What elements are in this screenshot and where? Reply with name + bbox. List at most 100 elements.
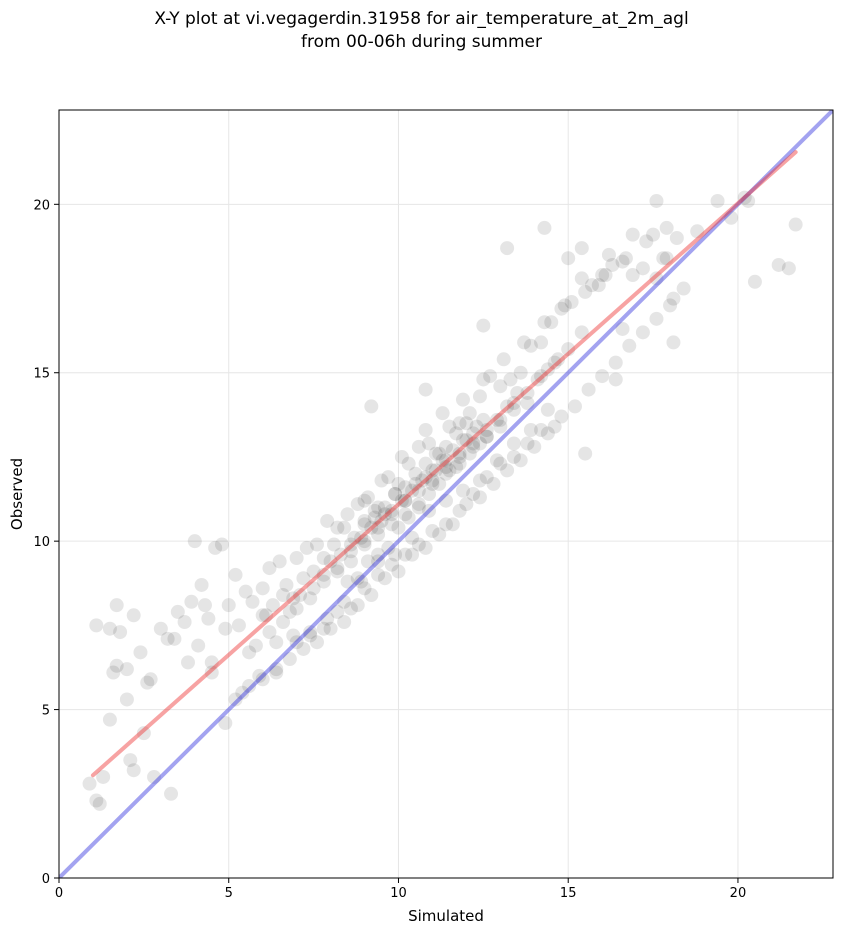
data-point	[584, 278, 599, 293]
data-point	[401, 510, 416, 525]
y-tick-label: 10	[33, 535, 50, 550]
data-point	[520, 385, 535, 400]
data-point	[119, 692, 134, 707]
data-point	[272, 554, 287, 569]
data-point	[350, 571, 365, 586]
data-point	[228, 692, 243, 707]
data-point	[506, 396, 521, 411]
data-point	[547, 419, 562, 434]
data-point	[635, 325, 650, 340]
data-point	[89, 793, 104, 808]
data-point	[269, 635, 284, 650]
grid-lines	[59, 110, 833, 878]
data-point	[635, 261, 650, 276]
data-point	[656, 251, 671, 266]
data-point	[82, 776, 97, 791]
data-point	[367, 503, 382, 518]
data-point	[595, 369, 610, 384]
data-point	[568, 399, 582, 414]
data-point	[472, 473, 487, 488]
data-point	[191, 638, 206, 653]
data-point	[574, 271, 589, 286]
data-point	[316, 551, 331, 565]
data-point	[534, 369, 549, 384]
data-point	[181, 655, 195, 670]
identity-line	[59, 110, 833, 878]
data-point	[537, 315, 552, 330]
data-point	[289, 601, 304, 616]
data-point	[323, 621, 338, 636]
data-point	[326, 537, 341, 552]
data-point	[398, 507, 413, 522]
y-tick-label: 20	[33, 198, 50, 213]
data-point	[371, 554, 386, 569]
data-point	[500, 241, 515, 256]
data-point	[452, 456, 467, 471]
data-point	[296, 641, 311, 656]
data-point	[605, 257, 620, 272]
data-point	[663, 298, 678, 313]
data-point	[442, 463, 457, 478]
data-point	[544, 315, 559, 330]
data-point	[666, 335, 681, 350]
data-point	[615, 254, 630, 269]
data-point	[418, 423, 433, 437]
x-tick-label: 15	[560, 886, 577, 901]
data-point	[235, 685, 250, 700]
data-point	[676, 281, 691, 296]
data-point	[561, 251, 576, 266]
data-point	[578, 446, 593, 461]
data-point	[360, 490, 375, 505]
data-point	[126, 763, 141, 778]
data-point	[92, 796, 107, 811]
reference-lines	[59, 110, 833, 878]
data-point	[710, 193, 725, 208]
data-point	[425, 463, 440, 478]
data-point	[330, 561, 345, 576]
data-point	[371, 527, 386, 542]
data-point	[486, 476, 501, 491]
data-point	[147, 769, 162, 784]
data-point	[476, 318, 491, 333]
data-point	[364, 520, 379, 535]
data-point	[381, 540, 396, 555]
data-point	[133, 645, 148, 660]
data-point	[371, 547, 386, 562]
data-point	[625, 268, 640, 283]
data-point	[523, 338, 538, 353]
chart-title: X-Y plot at vi.vegagerdin.31958 for air_…	[154, 9, 689, 29]
data-point	[262, 625, 277, 640]
data-point	[218, 621, 233, 636]
data-point	[343, 554, 358, 569]
data-point	[388, 487, 403, 501]
data-point	[646, 227, 661, 242]
data-point	[666, 291, 681, 306]
data-point	[608, 372, 623, 387]
data-point	[177, 615, 192, 629]
data-point	[411, 500, 426, 515]
plot-frame	[58, 109, 834, 879]
data-point	[422, 503, 437, 518]
data-point	[472, 436, 487, 451]
data-point	[455, 483, 470, 498]
data-point	[140, 675, 155, 690]
data-point	[306, 564, 321, 579]
data-point	[394, 493, 409, 508]
data-point	[371, 520, 386, 535]
data-point	[357, 534, 372, 549]
data-point	[384, 517, 399, 532]
data-point	[316, 574, 331, 589]
data-point	[153, 621, 168, 636]
data-point	[89, 618, 104, 633]
x-tick-label: 0	[55, 886, 63, 901]
x-tick-label: 5	[225, 886, 233, 901]
data-point	[360, 554, 375, 569]
data-point	[187, 534, 202, 549]
data-point	[401, 456, 416, 471]
data-point	[439, 493, 453, 508]
data-point	[269, 662, 284, 677]
data-point	[452, 503, 467, 518]
data-point	[143, 672, 158, 687]
data-point	[123, 753, 138, 768]
